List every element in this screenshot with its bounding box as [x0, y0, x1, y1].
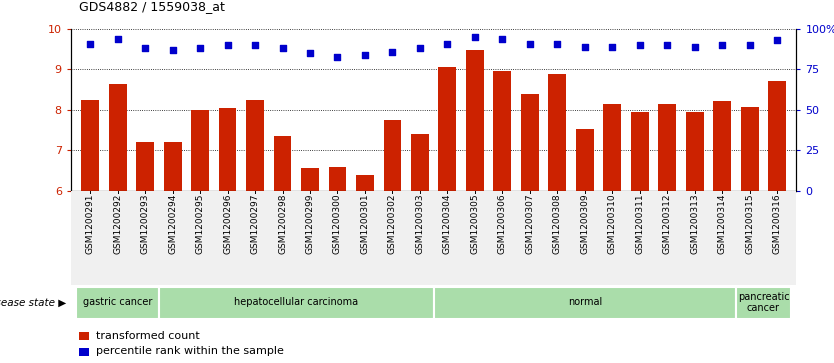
Point [304, 50, 317, 56]
Text: transformed count: transformed count [96, 331, 199, 340]
Text: GSM1200294: GSM1200294 [168, 193, 177, 254]
Text: GSM1200299: GSM1200299 [305, 193, 314, 254]
Bar [108, 83, 127, 191]
Text: GSM1200291: GSM1200291 [86, 193, 94, 254]
Bar [356, 175, 374, 191]
Text: GSM1200316: GSM1200316 [773, 193, 781, 254]
Text: disease state ▶: disease state ▶ [0, 297, 67, 307]
Point [550, 41, 564, 46]
Text: normal: normal [568, 297, 602, 307]
Text: GSM1200305: GSM1200305 [470, 193, 480, 254]
Bar [384, 120, 401, 191]
Text: GSM1200307: GSM1200307 [525, 193, 535, 254]
Text: gastric cancer: gastric cancer [83, 297, 153, 307]
Text: GSM1200293: GSM1200293 [141, 193, 149, 254]
Bar [329, 167, 346, 191]
Text: GSM1200309: GSM1200309 [580, 193, 590, 254]
Bar [713, 101, 731, 191]
Point [661, 42, 674, 48]
Bar [521, 94, 539, 191]
Point [331, 54, 344, 60]
Bar [274, 136, 291, 191]
Point [468, 34, 481, 40]
Text: GSM1200303: GSM1200303 [415, 193, 425, 254]
Bar [301, 168, 319, 191]
Bar [741, 107, 759, 191]
Point [523, 41, 536, 46]
Text: GSM1200295: GSM1200295 [195, 193, 204, 254]
Bar [494, 72, 511, 191]
Text: GSM1200314: GSM1200314 [718, 193, 726, 254]
Bar [191, 110, 209, 191]
Text: GSM1200311: GSM1200311 [636, 193, 645, 254]
Text: GSM1200313: GSM1200313 [691, 193, 699, 254]
Text: GSM1200310: GSM1200310 [608, 193, 617, 254]
Point [193, 45, 207, 51]
Bar [768, 81, 786, 191]
Text: GSM1200315: GSM1200315 [746, 193, 754, 254]
Point [716, 42, 729, 48]
Bar [686, 112, 704, 191]
Point [276, 45, 289, 51]
Point [166, 47, 179, 53]
Point [633, 42, 646, 48]
Text: hepatocellular carcinoma: hepatocellular carcinoma [234, 297, 359, 307]
Bar [736, 287, 791, 319]
Text: GSM1200301: GSM1200301 [360, 193, 369, 254]
Point [221, 42, 234, 48]
Bar [411, 134, 429, 191]
Bar [163, 142, 182, 191]
Bar [439, 68, 456, 191]
Bar [246, 100, 264, 191]
Text: percentile rank within the sample: percentile rank within the sample [96, 346, 284, 356]
Text: GSM1200296: GSM1200296 [223, 193, 232, 254]
Text: pancreatic
cancer: pancreatic cancer [738, 291, 789, 313]
Text: GSM1200292: GSM1200292 [113, 193, 122, 254]
Bar [158, 287, 434, 319]
Point [605, 44, 619, 50]
Point [743, 42, 756, 48]
Point [414, 45, 427, 51]
Text: GSM1200297: GSM1200297 [250, 193, 259, 254]
Point [578, 44, 591, 50]
Bar [77, 287, 158, 319]
Bar [576, 129, 594, 191]
Bar [219, 108, 237, 191]
Bar [658, 104, 676, 191]
Text: GDS4882 / 1559038_at: GDS4882 / 1559038_at [79, 0, 225, 13]
Text: GSM1200308: GSM1200308 [553, 193, 562, 254]
Text: GSM1200298: GSM1200298 [278, 193, 287, 254]
Bar [603, 104, 621, 191]
Point [111, 36, 124, 42]
Text: GSM1200306: GSM1200306 [498, 193, 507, 254]
Text: GSM1200304: GSM1200304 [443, 193, 452, 254]
Point [495, 36, 509, 42]
Point [249, 42, 262, 48]
Point [440, 41, 454, 46]
Bar [81, 100, 99, 191]
Bar [466, 50, 484, 191]
Point [386, 49, 399, 54]
Text: GSM1200312: GSM1200312 [663, 193, 672, 254]
Point [359, 52, 372, 58]
Bar [434, 287, 736, 319]
Bar [136, 142, 154, 191]
Bar [631, 112, 649, 191]
Text: GSM1200302: GSM1200302 [388, 193, 397, 254]
Point [138, 45, 152, 51]
Text: GSM1200300: GSM1200300 [333, 193, 342, 254]
Point [771, 37, 784, 43]
Bar [549, 74, 566, 191]
Point [688, 44, 701, 50]
Point [83, 41, 97, 46]
